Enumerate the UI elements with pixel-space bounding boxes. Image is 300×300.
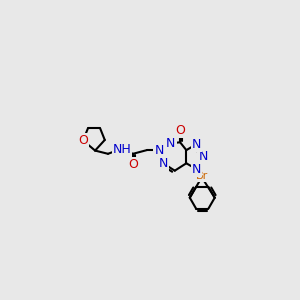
Text: N: N [199,150,208,163]
Text: N: N [192,138,201,151]
Text: NH: NH [113,143,131,156]
Text: N: N [192,163,201,176]
Text: Br: Br [196,171,208,182]
Text: N: N [166,137,176,150]
Text: O: O [128,158,138,171]
Text: N: N [158,157,168,170]
Text: N: N [154,144,164,157]
Text: O: O [78,134,88,147]
Text: O: O [175,124,185,137]
